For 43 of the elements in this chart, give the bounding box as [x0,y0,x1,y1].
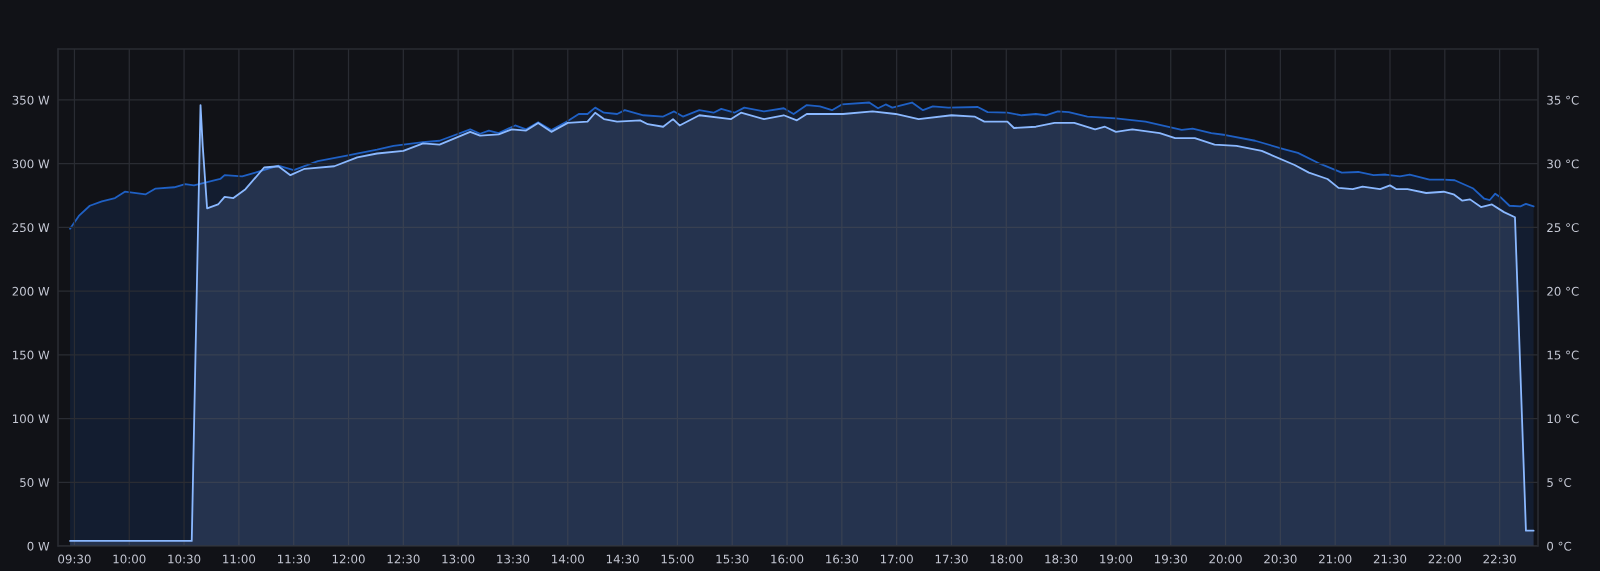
y2-tick-label: 0 °C [1547,541,1572,551]
x-tick-label: 13:30 [497,554,530,564]
x-tick-label: 20:00 [1209,554,1242,564]
y2-tick-label: 10 °C [1547,414,1579,424]
x-tick-label: 22:00 [1428,554,1462,564]
x-tick-label: 15:30 [716,554,749,564]
x-tick-label: 15:00 [661,554,694,564]
x-tick-label: 13:00 [442,554,475,564]
x-tick-label: 09:30 [58,554,91,564]
x-tick-label: 21:30 [1373,554,1407,564]
x-tick-label: 16:00 [771,554,804,564]
x-tick-label: 14:00 [552,554,584,564]
y-tick-label: 150 W [13,350,50,360]
x-tick-label: 12:00 [332,554,365,564]
x-tick-label: 10:00 [113,554,146,564]
x-tick-label: 14:30 [606,554,639,564]
x-tick-label: 17:00 [880,554,913,564]
y2-tick-label: 30 °C [1547,159,1579,169]
y-tick-label: 200 W [12,286,50,296]
y2-tick-label: 20 °C [1547,286,1579,296]
y-tick-label: 50 W [20,478,50,487]
x-tick-label: 21:00 [1319,554,1352,564]
x-tick-label: 18:30 [1045,554,1078,564]
x-tick-label: 19:00 [1100,554,1133,564]
y2-tick-label: 5 °C [1547,478,1572,487]
x-tick-label: 18:00 [990,554,1023,564]
y2-tick-label: 25 °C [1547,223,1579,233]
x-tick-label: 17:30 [935,554,968,564]
x-tick-label: 12:30 [387,554,420,564]
x-tick-label: 16:30 [826,554,859,564]
y2-tick-label: 15 °C [1547,350,1579,360]
y-tick-label: 350 W [12,95,50,105]
x-tick-label: 10:30 [168,554,201,564]
x-tick-label: 11:30 [277,554,310,564]
x-tick-label: 19:30 [1155,554,1187,564]
x-tick-label: 11:00 [223,554,256,564]
y2-tick-label: 35 °C [1547,95,1579,105]
y-tick-label: 100 W [13,414,50,424]
y-tick-label: 250 W [12,223,50,233]
y-tick-label: 300 W [12,159,50,169]
y-tick-label: 0 W [27,541,50,551]
x-tick-label: 20:30 [1264,554,1297,564]
x-tick-label: 22:30 [1483,554,1516,564]
